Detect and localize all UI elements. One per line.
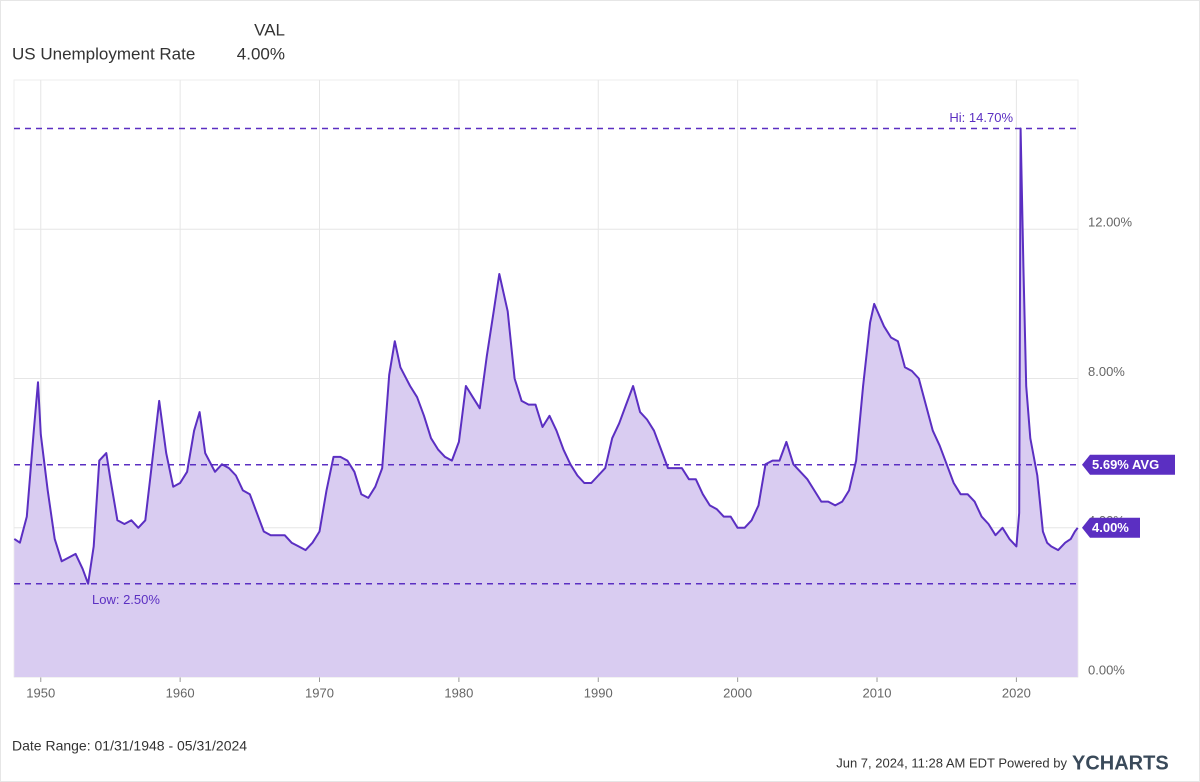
x-tick-label: 1950 bbox=[26, 685, 55, 700]
avg-label: 5.69% AVG bbox=[1092, 457, 1159, 472]
hi-label: Hi: 14.70% bbox=[949, 110, 1013, 125]
area bbox=[14, 128, 1078, 677]
legend-value: 4.00% bbox=[237, 44, 285, 63]
date-range: Date Range: 01/31/1948 - 05/31/2024 bbox=[12, 738, 247, 754]
legend-header: VAL bbox=[254, 20, 285, 39]
line bbox=[13, 127, 1079, 585]
x-tick-label: 1960 bbox=[166, 685, 195, 700]
y-tick-label: 0.00% bbox=[1088, 662, 1125, 677]
legend-name: US Unemployment Rate bbox=[12, 44, 195, 63]
x-tick-label: 2020 bbox=[1002, 685, 1031, 700]
low-label: Low: 2.50% bbox=[92, 592, 160, 607]
x-tick-label: 1980 bbox=[444, 685, 473, 700]
x-tick-label: 2000 bbox=[723, 685, 752, 700]
y-tick-label: 12.00% bbox=[1088, 215, 1133, 230]
x-tick-label: 2010 bbox=[863, 685, 892, 700]
x-tick-label: 1990 bbox=[584, 685, 613, 700]
x-tick-label: 1970 bbox=[305, 685, 334, 700]
avg-tag bbox=[1082, 454, 1175, 475]
timestamp: Jun 7, 2024, 11:28 AM EDT Powered by bbox=[836, 755, 1067, 770]
brand: YCHARTS bbox=[1072, 752, 1169, 774]
last-value-tag bbox=[1082, 517, 1140, 538]
last-value-label: 4.00% bbox=[1092, 520, 1129, 535]
y-tick-label: 8.00% bbox=[1088, 364, 1125, 379]
